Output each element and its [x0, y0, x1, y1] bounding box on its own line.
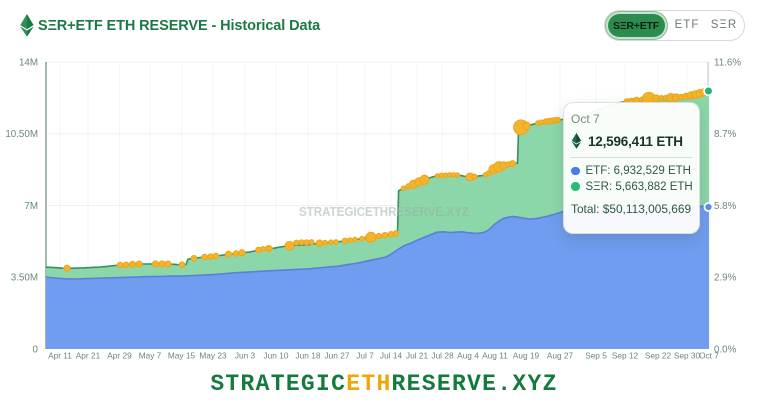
svg-text:Aug 19: Aug 19: [513, 351, 540, 361]
svg-text:May 23: May 23: [199, 351, 227, 361]
svg-text:7M: 7M: [24, 201, 38, 212]
svg-text:Apr 11: Apr 11: [48, 351, 72, 361]
svg-text:May 7: May 7: [139, 351, 162, 361]
svg-text:Sep 12: Sep 12: [612, 351, 639, 361]
svg-text:Jun 3: Jun 3: [235, 351, 256, 361]
svg-text:Jul 28: Jul 28: [431, 351, 454, 361]
svg-text:Jul 14: Jul 14: [380, 351, 403, 361]
svg-text:Jun 27: Jun 27: [325, 351, 350, 361]
svg-text:Aug 4: Aug 4: [457, 351, 479, 361]
svg-text:Aug 27: Aug 27: [547, 351, 574, 361]
svg-text:STRATEGICETHRESERVE.XYZ: STRATEGICETHRESERVE.XYZ: [299, 204, 469, 219]
svg-text:10.50M: 10.50M: [5, 129, 38, 140]
svg-text:Apr 21: Apr 21: [76, 351, 101, 361]
svg-text:Oct 7: Oct 7: [699, 351, 719, 361]
svg-text:May 15: May 15: [168, 351, 196, 361]
svg-text:Sep 22: Sep 22: [645, 351, 672, 361]
svg-text:14M: 14M: [19, 57, 38, 68]
svg-text:Jul 21: Jul 21: [406, 351, 429, 361]
svg-text:8.7%: 8.7%: [714, 129, 737, 140]
svg-text:5.8%: 5.8%: [714, 201, 737, 212]
svg-text:Jul 7: Jul 7: [356, 351, 374, 361]
svg-text:11.6%: 11.6%: [714, 57, 741, 68]
svg-text:0: 0: [33, 344, 39, 355]
svg-text:Sep 5: Sep 5: [585, 351, 607, 361]
svg-text:Jun 18: Jun 18: [296, 351, 321, 361]
svg-text:Apr 29: Apr 29: [107, 351, 132, 361]
svg-text:Aug 11: Aug 11: [482, 351, 508, 361]
svg-text:Jun 10: Jun 10: [264, 351, 289, 361]
svg-text:2.9%: 2.9%: [714, 273, 737, 284]
svg-text:3.50M: 3.50M: [11, 273, 38, 284]
svg-text:0.0%: 0.0%: [714, 344, 737, 355]
svg-text:Sep 30: Sep 30: [674, 351, 701, 361]
